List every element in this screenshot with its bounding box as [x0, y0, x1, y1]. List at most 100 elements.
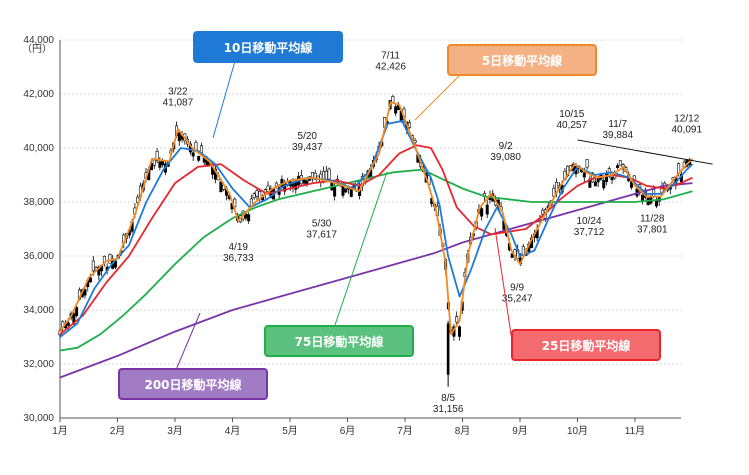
candle-body	[158, 161, 162, 168]
line-ma10	[59, 120, 694, 338]
candle-body	[485, 204, 489, 215]
y-tick-label: 38,000	[23, 197, 54, 208]
callout-leader-lines	[175, 60, 513, 371]
annotation-date: 10/15	[559, 109, 584, 120]
candle-body	[341, 185, 345, 196]
candle-body	[252, 193, 256, 199]
x-tick-label: 1月	[52, 425, 68, 437]
y-tick-label: 34,000	[23, 305, 54, 316]
x-tick-label: 10月	[567, 425, 588, 437]
annotation-value: 35,247	[502, 293, 533, 304]
candle-body	[391, 96, 395, 103]
candle-body	[255, 190, 259, 197]
candle-body	[155, 151, 159, 162]
candle-body	[602, 180, 606, 189]
callout-10day-ma: 10日移動平均線	[193, 31, 343, 63]
annotation-value: 41,087	[163, 98, 194, 109]
annotation-value: 39,080	[490, 152, 521, 163]
y-axis-unit-label: （円）	[22, 43, 52, 55]
candle-body	[510, 253, 514, 258]
x-tick-label: 4月	[225, 425, 241, 437]
line-ma75	[59, 168, 693, 352]
annotation-value: 42,426	[375, 61, 406, 72]
candle-body	[327, 168, 331, 180]
leader-ma200	[175, 312, 201, 371]
x-tick-label: 7月	[397, 425, 413, 437]
candle-body	[582, 172, 586, 178]
candle-body	[593, 181, 597, 187]
y-tick-label: 36,000	[23, 251, 54, 262]
candle-body	[585, 159, 589, 168]
candle-body	[654, 200, 658, 207]
y-tick-label: 32,000	[23, 359, 54, 370]
leader-ma75	[334, 171, 388, 326]
annotation-value: 37,712	[574, 227, 605, 238]
annotation-date: 8/5	[441, 393, 455, 404]
annotation-date: 12/12	[674, 114, 699, 125]
annotation-date: 11/7	[608, 119, 627, 130]
callout-200day-ma: 200日移動平均線	[118, 368, 268, 400]
annotation-date: 11/28	[640, 213, 665, 224]
annotation-value: 31,156	[433, 404, 464, 415]
candle-body	[83, 289, 87, 296]
candle-body	[152, 159, 156, 166]
candle-body	[480, 208, 484, 217]
leader-ma5	[414, 72, 463, 121]
candle-body	[219, 181, 223, 193]
callout-5day-ma: 5日移動平均線	[447, 44, 597, 76]
annotation-date: 3/22	[168, 87, 188, 98]
axes: 30,000 32,000 34,000 36,000 38,000 40,000 42,0…	[23, 35, 681, 437]
x-tick-label: 2月	[110, 425, 126, 437]
line-ma5	[59, 101, 694, 336]
x-tick-label: 3月	[167, 425, 183, 437]
y-tick-label: 30,000	[23, 413, 54, 424]
x-tick-label: 5月	[282, 425, 298, 437]
candle-body	[247, 214, 251, 222]
candle-body	[541, 209, 545, 215]
annotation-date: 5/30	[312, 218, 332, 229]
candle-body	[641, 194, 645, 201]
candle-body	[177, 132, 181, 142]
candle-body	[302, 179, 306, 184]
annotation-value: 37,617	[306, 229, 337, 240]
candle-body	[344, 188, 348, 193]
x-tick-label: 9月	[512, 425, 528, 437]
annotation-value: 39,884	[602, 130, 633, 141]
candle-body	[191, 152, 195, 157]
candle-body	[197, 155, 201, 161]
candle-body	[75, 307, 79, 317]
candle-body	[89, 277, 93, 283]
annotation-value: 37,801	[637, 224, 668, 235]
annotation-date: 9/9	[510, 282, 524, 293]
candle-body	[394, 106, 398, 114]
candle-body	[408, 122, 412, 128]
annotation-value: 40,091	[671, 125, 702, 136]
annotation-date: 5/20	[298, 131, 318, 142]
callout-25day-ma: 25日移動平均線	[511, 329, 661, 361]
annotation-value: 36,733	[223, 253, 254, 264]
candle-body	[629, 181, 633, 188]
x-tick-label: 11月	[625, 425, 645, 437]
moving-average-lines	[59, 101, 713, 379]
candle-body	[618, 160, 622, 166]
candle-body	[66, 322, 70, 326]
candle-body	[233, 198, 237, 208]
candle-body	[616, 165, 620, 168]
x-tick-label: 8月	[455, 425, 471, 437]
leader-ma10	[212, 60, 236, 139]
x-tick-label: 6月	[340, 425, 356, 437]
callout-75day-ma: 75日移動平均線	[264, 325, 414, 357]
annotation-value: 40,257	[556, 120, 587, 131]
resistance-trendline	[577, 139, 713, 165]
candle-body	[455, 316, 459, 323]
candle-body	[91, 260, 95, 272]
candle-body	[446, 323, 450, 375]
candle-body	[324, 170, 328, 180]
annotation-date: 9/2	[499, 141, 513, 152]
candle-body	[333, 186, 337, 197]
candle-body	[457, 326, 461, 337]
annotation-date: 4/19	[229, 242, 249, 253]
line-ma200	[59, 182, 693, 379]
candle-body	[322, 171, 326, 180]
